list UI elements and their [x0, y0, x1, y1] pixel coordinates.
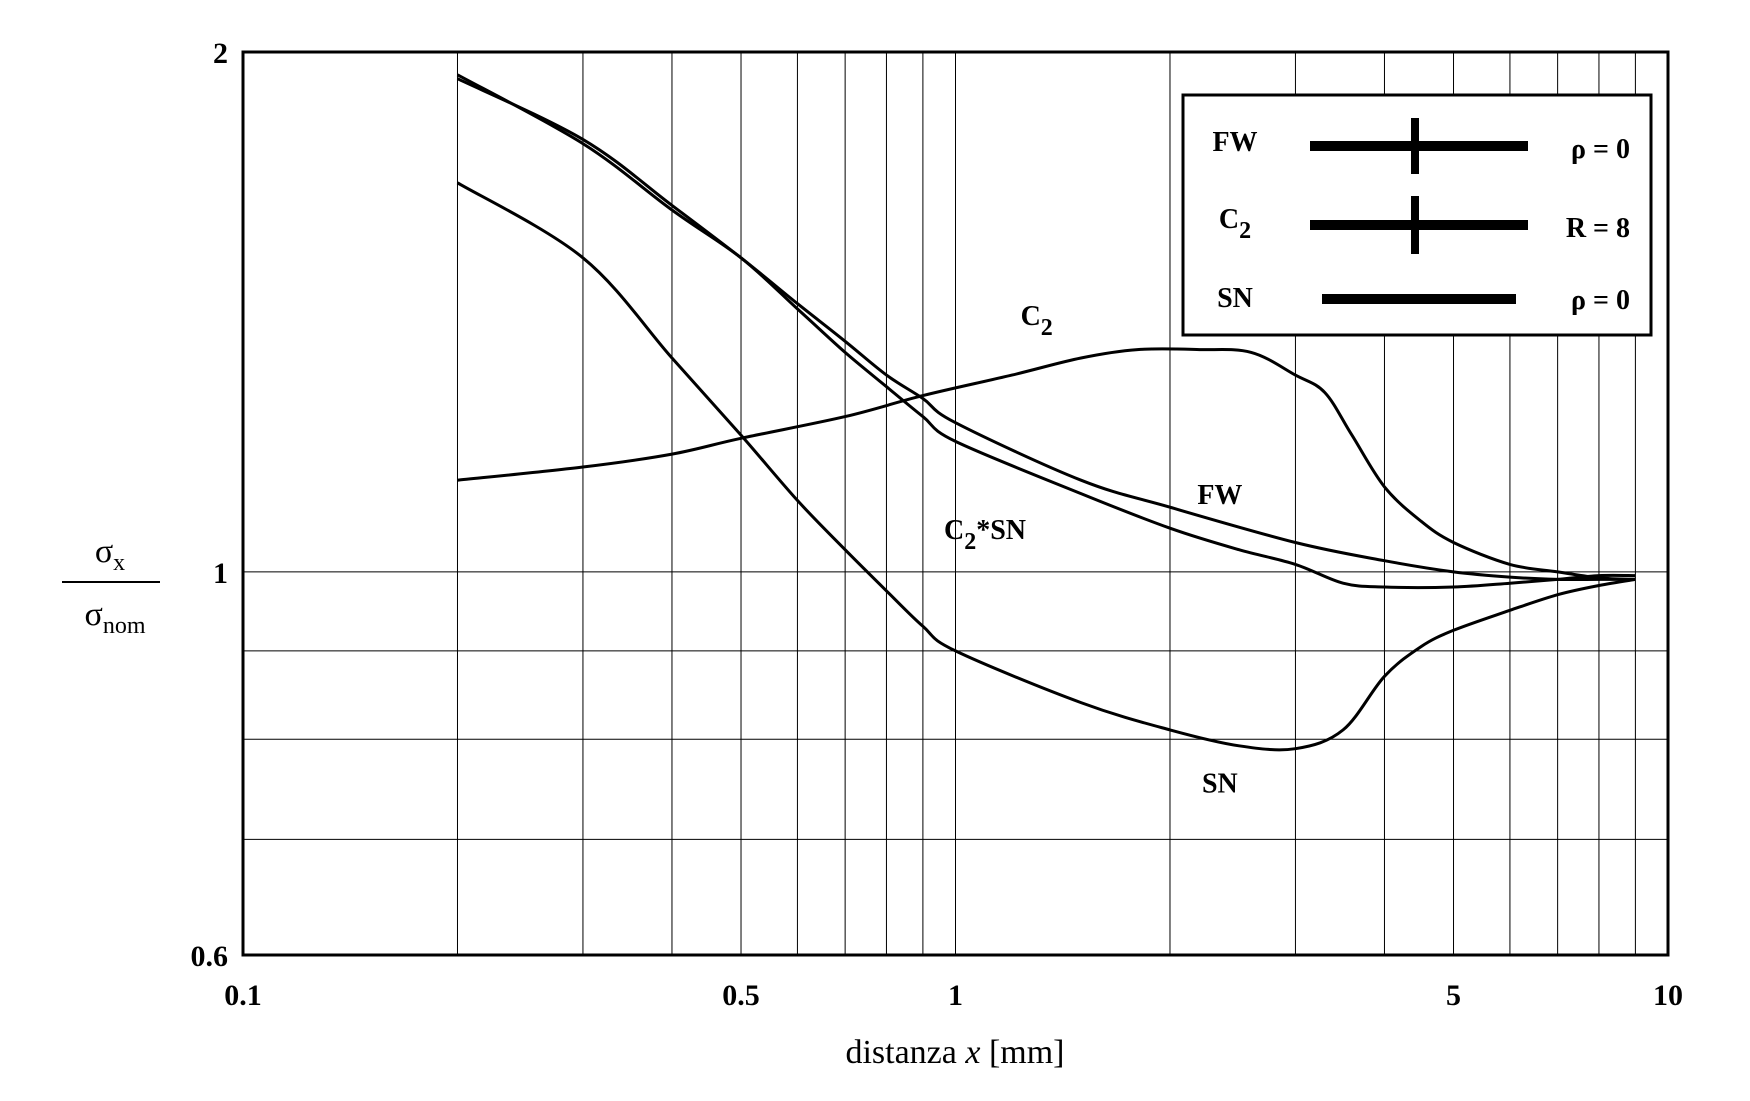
curve-labels: FW C2*SN C2 SN	[944, 301, 1242, 800]
y-axis-title-denominator: σnom	[85, 596, 146, 639]
curves	[456, 73, 1636, 752]
grid-lines	[243, 52, 1668, 955]
series-line-3	[456, 181, 1636, 752]
x-tick-label: 0.5	[722, 979, 760, 1012]
curve-label-1: C2*SN	[944, 515, 1026, 555]
y-tick-label: 1	[213, 557, 228, 590]
legend-sn-label: SN	[1217, 283, 1253, 314]
y-tick-label: 2	[213, 37, 228, 70]
legend-c2-label: C2	[1219, 204, 1251, 244]
legend: FW ρ = 0 C2 R = 8 SN ρ = 0	[1181, 93, 1653, 337]
x-tick-label: 0.1	[224, 979, 262, 1012]
plot-frame	[241, 50, 1670, 957]
legend-sn-param: ρ = 0	[1571, 285, 1630, 316]
x-tick-label: 10	[1653, 979, 1683, 1012]
curve-label-2: C2	[1021, 301, 1053, 341]
tick-labels: 0.1 0.5 1 5 10 0.6 1 2	[191, 37, 1684, 1012]
y-tick-label: 0.6	[191, 940, 229, 973]
x-tick-label: 1	[948, 979, 963, 1012]
legend-fw-label: FW	[1212, 127, 1257, 158]
y-axis-title: σx σnom	[62, 533, 160, 639]
series-line-0	[456, 77, 1636, 582]
legend-c2-param: R = 8	[1566, 213, 1630, 244]
series-line-2	[457, 347, 1636, 581]
x-axis-title: distanza x [mm]	[845, 1034, 1064, 1071]
x-tick-label: 5	[1446, 979, 1461, 1012]
series-line-1	[456, 73, 1636, 590]
curve-label-0: FW	[1197, 480, 1242, 511]
curve-label-3: SN	[1202, 769, 1238, 800]
legend-fw-param: ρ = 0	[1571, 134, 1630, 165]
y-axis-title-numerator: σx	[95, 533, 125, 576]
